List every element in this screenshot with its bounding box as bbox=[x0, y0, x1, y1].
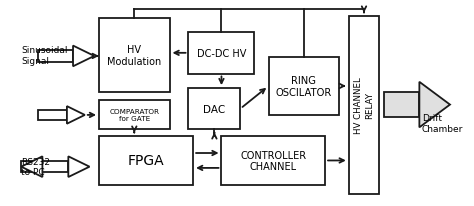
Polygon shape bbox=[419, 82, 450, 128]
FancyBboxPatch shape bbox=[99, 19, 170, 93]
Text: RING
OSCILATOR: RING OSCILATOR bbox=[276, 76, 332, 97]
Polygon shape bbox=[21, 157, 42, 177]
Text: FPGA: FPGA bbox=[128, 154, 164, 168]
Text: HV
Modulation: HV Modulation bbox=[107, 45, 162, 66]
FancyBboxPatch shape bbox=[269, 58, 339, 115]
FancyBboxPatch shape bbox=[99, 101, 170, 130]
Polygon shape bbox=[67, 107, 85, 124]
FancyBboxPatch shape bbox=[189, 33, 255, 74]
FancyBboxPatch shape bbox=[221, 136, 325, 185]
Polygon shape bbox=[68, 157, 90, 177]
Text: RS232
to PC: RS232 to PC bbox=[21, 157, 50, 177]
Text: Sinusoidal
Signal: Sinusoidal Signal bbox=[21, 46, 68, 65]
FancyBboxPatch shape bbox=[189, 89, 240, 130]
Text: CONTROLLER
CHANNEL: CONTROLLER CHANNEL bbox=[240, 150, 306, 171]
Text: DAC: DAC bbox=[203, 104, 226, 114]
FancyBboxPatch shape bbox=[99, 136, 193, 185]
Text: COMPARATOR
for GATE: COMPARATOR for GATE bbox=[109, 109, 159, 122]
Text: HV CHANNEL
RELAY: HV CHANNEL RELAY bbox=[354, 77, 374, 133]
FancyBboxPatch shape bbox=[38, 111, 67, 120]
FancyBboxPatch shape bbox=[384, 93, 419, 117]
Polygon shape bbox=[73, 46, 94, 67]
FancyBboxPatch shape bbox=[21, 161, 68, 173]
FancyBboxPatch shape bbox=[38, 51, 73, 62]
Text: Drift
Chamber: Drift Chamber bbox=[422, 114, 463, 133]
FancyBboxPatch shape bbox=[349, 16, 379, 194]
Text: DC-DC HV: DC-DC HV bbox=[197, 49, 246, 59]
